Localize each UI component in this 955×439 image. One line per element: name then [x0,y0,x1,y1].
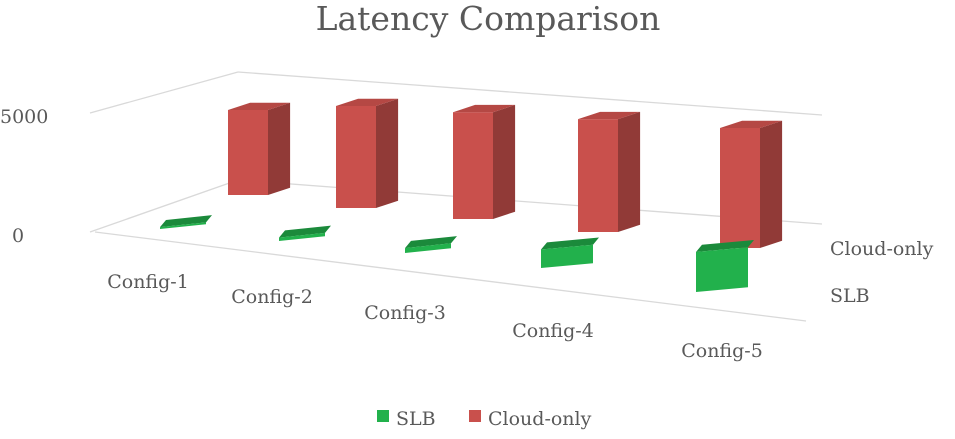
bars [160,98,783,292]
bar-cloud-only-side [618,111,641,232]
bar-slb [279,225,331,241]
legend-label-slb: SLB [396,408,436,430]
bar-cloud-only-front [228,110,268,195]
bar-slb-top [696,240,754,252]
gridline-back [237,71,823,116]
bar-slb-front [279,232,325,241]
legend-swatch-cloud-only [469,410,481,422]
series-depth-label: SLB [830,285,870,307]
y-axis-ticks: 0 5000 [0,106,48,247]
bar-slb-top [160,215,212,228]
bar-cloud-only-top [578,111,641,120]
bar-cloud-only [336,98,399,208]
bar-slb-front [160,222,206,229]
gridline-side [89,71,239,114]
bar-slb [541,237,599,268]
bar-cloud-only-side [376,98,399,208]
bar-slb-front [541,244,593,268]
bar-cloud-only-top [228,102,291,110]
grid-lines [89,71,823,322]
bar-slb [696,240,754,292]
category-label: Config-3 [364,302,446,324]
y-tick-label: 5000 [0,106,48,128]
bar-slb [160,215,212,229]
floor-edge [94,231,807,322]
category-label: Config-2 [231,286,313,308]
category-labels: Config-1 Config-2 Config-3 Config-4 Conf… [107,271,763,362]
bar-slb-top [279,225,331,238]
category-label: Config-1 [107,271,189,293]
bar-cloud-only [720,120,783,248]
bar-cloud-only-side [268,102,291,195]
bar-cloud-only-front [453,112,493,219]
category-label: Config-4 [512,320,594,342]
y-tick-label: 0 [12,225,24,247]
bar-cloud-only-side [760,120,783,248]
series-depth-label: Cloud-only [830,238,934,260]
bar-slb [405,236,457,253]
bar-cloud-only [578,111,641,232]
bar-cloud-only [228,102,291,195]
bar-slb-top [405,236,457,249]
bar-cloud-only [453,104,516,219]
bar-slb-front [405,243,451,253]
category-label: Config-5 [681,340,763,362]
bar-slb-front [696,247,748,292]
bar-cloud-only-top [720,120,783,128]
gridline-side [89,179,239,233]
chart-title: Latency Comparison [316,0,661,38]
bar-cloud-only-front [720,128,760,248]
bar-cloud-only-front [336,106,376,208]
bar-slb-top [541,237,599,250]
legend: SLB Cloud-only [377,408,592,430]
legend-swatch-slb [377,410,389,422]
series-depth-labels: Cloud-only SLB [830,238,934,307]
bar-cloud-only-side [493,104,516,219]
bar-cloud-only-front [578,119,618,232]
legend-label-cloud-only: Cloud-only [488,408,592,430]
bar-cloud-only-top [453,104,516,113]
bar-cloud-only-top [336,98,399,106]
